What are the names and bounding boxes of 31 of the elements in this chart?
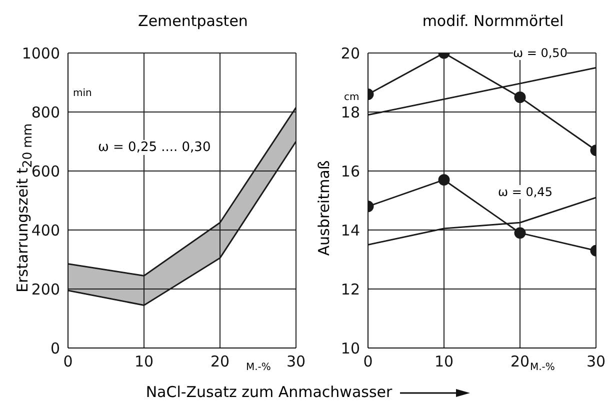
y-tick-label: 18 [340,103,360,122]
x-tick-label: 10 [434,352,454,371]
y-tick-label: 0 [50,339,60,358]
text: M.-% [246,362,271,373]
x-tick-label: 10 [134,352,154,371]
y-tick-label: 400 [31,221,60,240]
y-tick-label: 800 [31,103,60,122]
annotation: ω = 0,25 .... 0,30 [98,140,211,155]
chart-title: modif. Normmörtel [421,12,565,30]
annotation: ω = 0,45 [498,185,552,199]
y-tick-label: 12 [340,280,360,298]
text: M.-% [530,362,555,373]
y-tick-label: 16 [340,162,360,180]
y-tick-label: 600 [31,162,60,180]
x-tick-label: 0 [363,352,373,371]
y-axis-title: Ausbreitmaß [315,160,333,256]
annotation: min [73,88,92,99]
y-tick-label: 20 [340,44,360,62]
x-axis-title: NaCl-Zusatz zum Anmachwasser [144,383,394,401]
y-tick-label: 1000 [22,44,60,62]
y-tick-label: 200 [31,280,60,298]
x-tick-label: 30 [586,352,606,371]
chart-title: Zementpasten [137,12,249,30]
x-tick-label: 0 [63,352,73,371]
x-tick-label: 30 [286,352,306,371]
y-tick-label: 14 [340,221,360,240]
text: cm [344,92,360,103]
x-tick-label: 20 [510,352,530,371]
y-tick-label: 10 [340,339,360,358]
annotation: ω = 0,50 [513,46,568,60]
x-tick-label: 20 [210,352,230,371]
